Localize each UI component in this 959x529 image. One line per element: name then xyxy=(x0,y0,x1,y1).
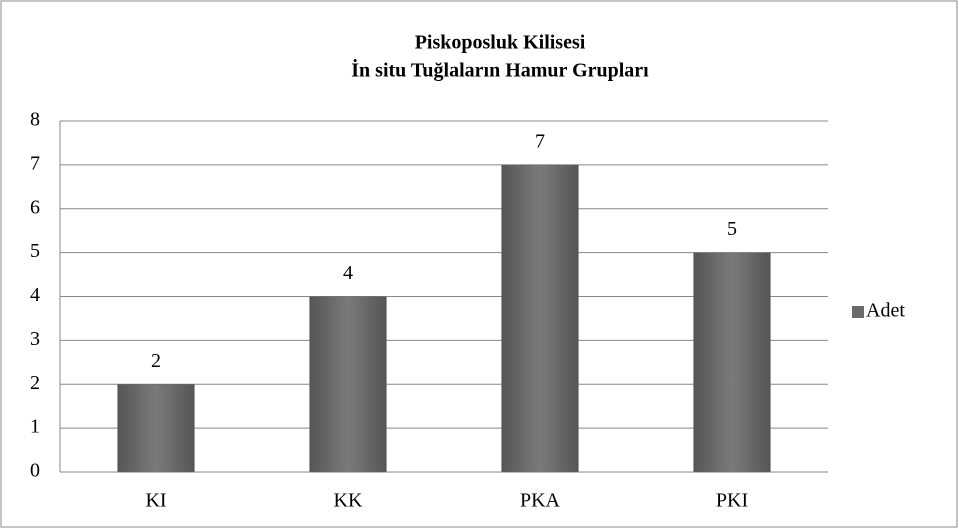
bar xyxy=(309,296,387,473)
x-tick-label: KI xyxy=(145,490,166,512)
legend-label: Adet xyxy=(866,300,905,322)
bar xyxy=(693,252,771,473)
x-tick-label: PKA xyxy=(520,490,561,512)
y-tick-label: 2 xyxy=(30,372,40,394)
bar xyxy=(501,164,579,473)
bar xyxy=(117,384,195,473)
y-tick-label: 8 xyxy=(30,109,40,131)
data-label: 5 xyxy=(727,218,737,240)
chart-title: Piskoposluk Kilisesi xyxy=(415,32,586,54)
legend-swatch xyxy=(852,306,864,318)
y-tick-label: 5 xyxy=(30,240,40,262)
y-tick-label: 7 xyxy=(30,152,40,174)
x-tick-label: KK xyxy=(334,490,363,512)
data-label: 2 xyxy=(151,350,161,372)
data-label: 4 xyxy=(343,262,353,284)
y-tick-label: 4 xyxy=(30,284,40,306)
y-tick-label: 6 xyxy=(30,196,40,218)
chart-title: İn situ Tuğlaların Hamur Grupları xyxy=(351,58,649,82)
data-label: 7 xyxy=(535,130,545,152)
y-tick-label: 3 xyxy=(30,328,40,350)
x-tick-label: PKI xyxy=(716,490,748,512)
y-tick-label: 1 xyxy=(30,416,40,438)
y-tick-label: 0 xyxy=(30,460,40,482)
